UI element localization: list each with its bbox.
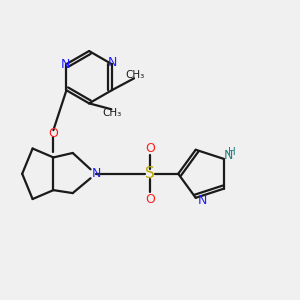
Text: O: O — [145, 142, 155, 155]
Text: H: H — [228, 147, 236, 158]
Text: S: S — [145, 166, 155, 181]
Text: O: O — [49, 127, 58, 140]
Text: O: O — [145, 193, 155, 206]
Text: N: N — [197, 194, 207, 207]
Text: CH₃: CH₃ — [102, 108, 122, 118]
Text: N: N — [224, 149, 233, 163]
Text: CH₃: CH₃ — [125, 70, 144, 80]
Text: N: N — [108, 56, 117, 69]
Text: N: N — [61, 58, 70, 71]
Text: N: N — [92, 167, 101, 180]
